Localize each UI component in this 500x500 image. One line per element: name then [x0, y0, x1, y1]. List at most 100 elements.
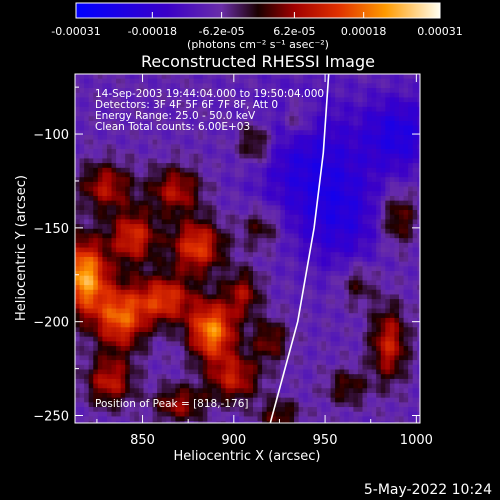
heatmap-cell — [412, 280, 418, 286]
heatmap-cell — [330, 120, 336, 127]
heatmap-cell — [303, 280, 309, 286]
heatmap-cell — [353, 214, 359, 221]
heatmap-cell — [134, 130, 140, 136]
heatmap-cell — [316, 134, 323, 141]
heatmap-cell — [120, 233, 126, 239]
heatmap-cell — [225, 153, 231, 160]
heatmap-cell — [275, 364, 281, 371]
heatmap-cell — [316, 341, 323, 347]
heatmap-cell — [189, 322, 195, 328]
heatmap-cell — [129, 280, 135, 286]
heatmap-cell — [408, 191, 414, 197]
heatmap-cell — [257, 275, 263, 281]
heatmap-cell — [225, 102, 231, 108]
heatmap-cell — [134, 167, 140, 174]
heatmap-cell — [280, 92, 286, 99]
heatmap-cell — [134, 341, 140, 347]
heatmap-cell — [116, 266, 122, 272]
heatmap-cell — [316, 88, 323, 94]
heatmap-cell — [216, 238, 222, 244]
heatmap-cell — [225, 106, 231, 113]
heatmap-cell — [348, 144, 354, 150]
heatmap-cell — [376, 149, 382, 155]
heatmap-cell — [408, 247, 414, 253]
heatmap-cell — [325, 92, 332, 99]
heatmap-cell — [175, 294, 181, 300]
heatmap-cell — [84, 247, 90, 253]
heatmap-cell — [88, 177, 94, 183]
heatmap-cell — [75, 102, 81, 108]
heatmap-cell — [75, 336, 81, 342]
heatmap-cell — [93, 125, 99, 131]
heatmap-cell — [239, 327, 245, 333]
heatmap-cell — [216, 303, 222, 310]
heatmap-cell — [221, 167, 227, 174]
heatmap-cell — [266, 191, 272, 197]
heatmap-cell — [335, 125, 341, 131]
heatmap-cell — [271, 303, 277, 310]
heatmap-cell — [380, 111, 386, 117]
heatmap-cell — [280, 266, 286, 272]
heatmap-cell — [289, 191, 295, 197]
heatmap-cell — [325, 289, 332, 296]
heatmap-cell — [125, 266, 131, 272]
heatmap-cell — [111, 149, 117, 155]
heatmap-cell — [339, 130, 345, 136]
heatmap-cell — [403, 271, 409, 277]
heatmap-cell — [257, 97, 263, 103]
heatmap-cell — [193, 336, 199, 342]
heatmap-cell — [385, 308, 391, 314]
heatmap-cell — [303, 219, 309, 225]
heatmap-cell — [266, 332, 272, 338]
heatmap-cell — [88, 214, 94, 221]
heatmap-cell — [362, 92, 368, 99]
heatmap-cell — [120, 144, 126, 150]
heatmap-cell — [102, 242, 108, 249]
heatmap-cell — [166, 116, 172, 122]
heatmap-cell — [120, 350, 126, 357]
heatmap-cell — [312, 322, 318, 328]
heatmap-cell — [412, 313, 418, 319]
heatmap-cell — [84, 153, 90, 160]
heatmap-cell — [271, 92, 277, 99]
heatmap-cell — [143, 275, 149, 281]
heatmap-cell — [211, 242, 218, 249]
heatmap-cell — [357, 355, 364, 361]
heatmap-cell — [394, 271, 400, 277]
heatmap-cell — [75, 181, 81, 188]
heatmap-cell — [93, 369, 99, 375]
heatmap-cell — [344, 280, 350, 286]
heatmap-cell — [362, 163, 368, 169]
heatmap-cell — [193, 153, 199, 160]
heatmap-cell — [230, 266, 236, 272]
heatmap-cell — [376, 130, 382, 136]
heatmap-cell — [221, 285, 227, 291]
heatmap-cell — [380, 256, 386, 263]
heatmap-cell — [129, 181, 135, 188]
heatmap-cell — [330, 360, 336, 366]
heatmap-cell — [84, 350, 90, 357]
heatmap-cell — [202, 210, 208, 216]
heatmap-cell — [284, 186, 291, 192]
heatmap-cell — [234, 322, 240, 328]
heatmap-cell — [316, 271, 323, 277]
heatmap-cell — [412, 332, 418, 338]
heatmap-cell — [394, 210, 400, 216]
heatmap-cell — [157, 153, 163, 160]
heatmap-cell — [79, 252, 85, 258]
heatmap-cell — [125, 181, 131, 188]
heatmap-cell — [93, 181, 99, 188]
heatmap-cell — [134, 144, 140, 150]
heatmap-cell — [193, 350, 199, 357]
heatmap-cell — [321, 238, 327, 244]
heatmap-cell — [289, 350, 295, 357]
heatmap-cell — [362, 247, 368, 253]
heatmap-cell — [316, 252, 323, 258]
heatmap-cell — [252, 102, 259, 108]
heatmap-cell — [344, 120, 350, 127]
heatmap-cell — [275, 350, 281, 357]
heatmap-cell — [129, 74, 135, 80]
heatmap-cell — [102, 111, 108, 117]
heatmap-cell — [216, 219, 222, 225]
heatmap-cell — [75, 355, 81, 361]
